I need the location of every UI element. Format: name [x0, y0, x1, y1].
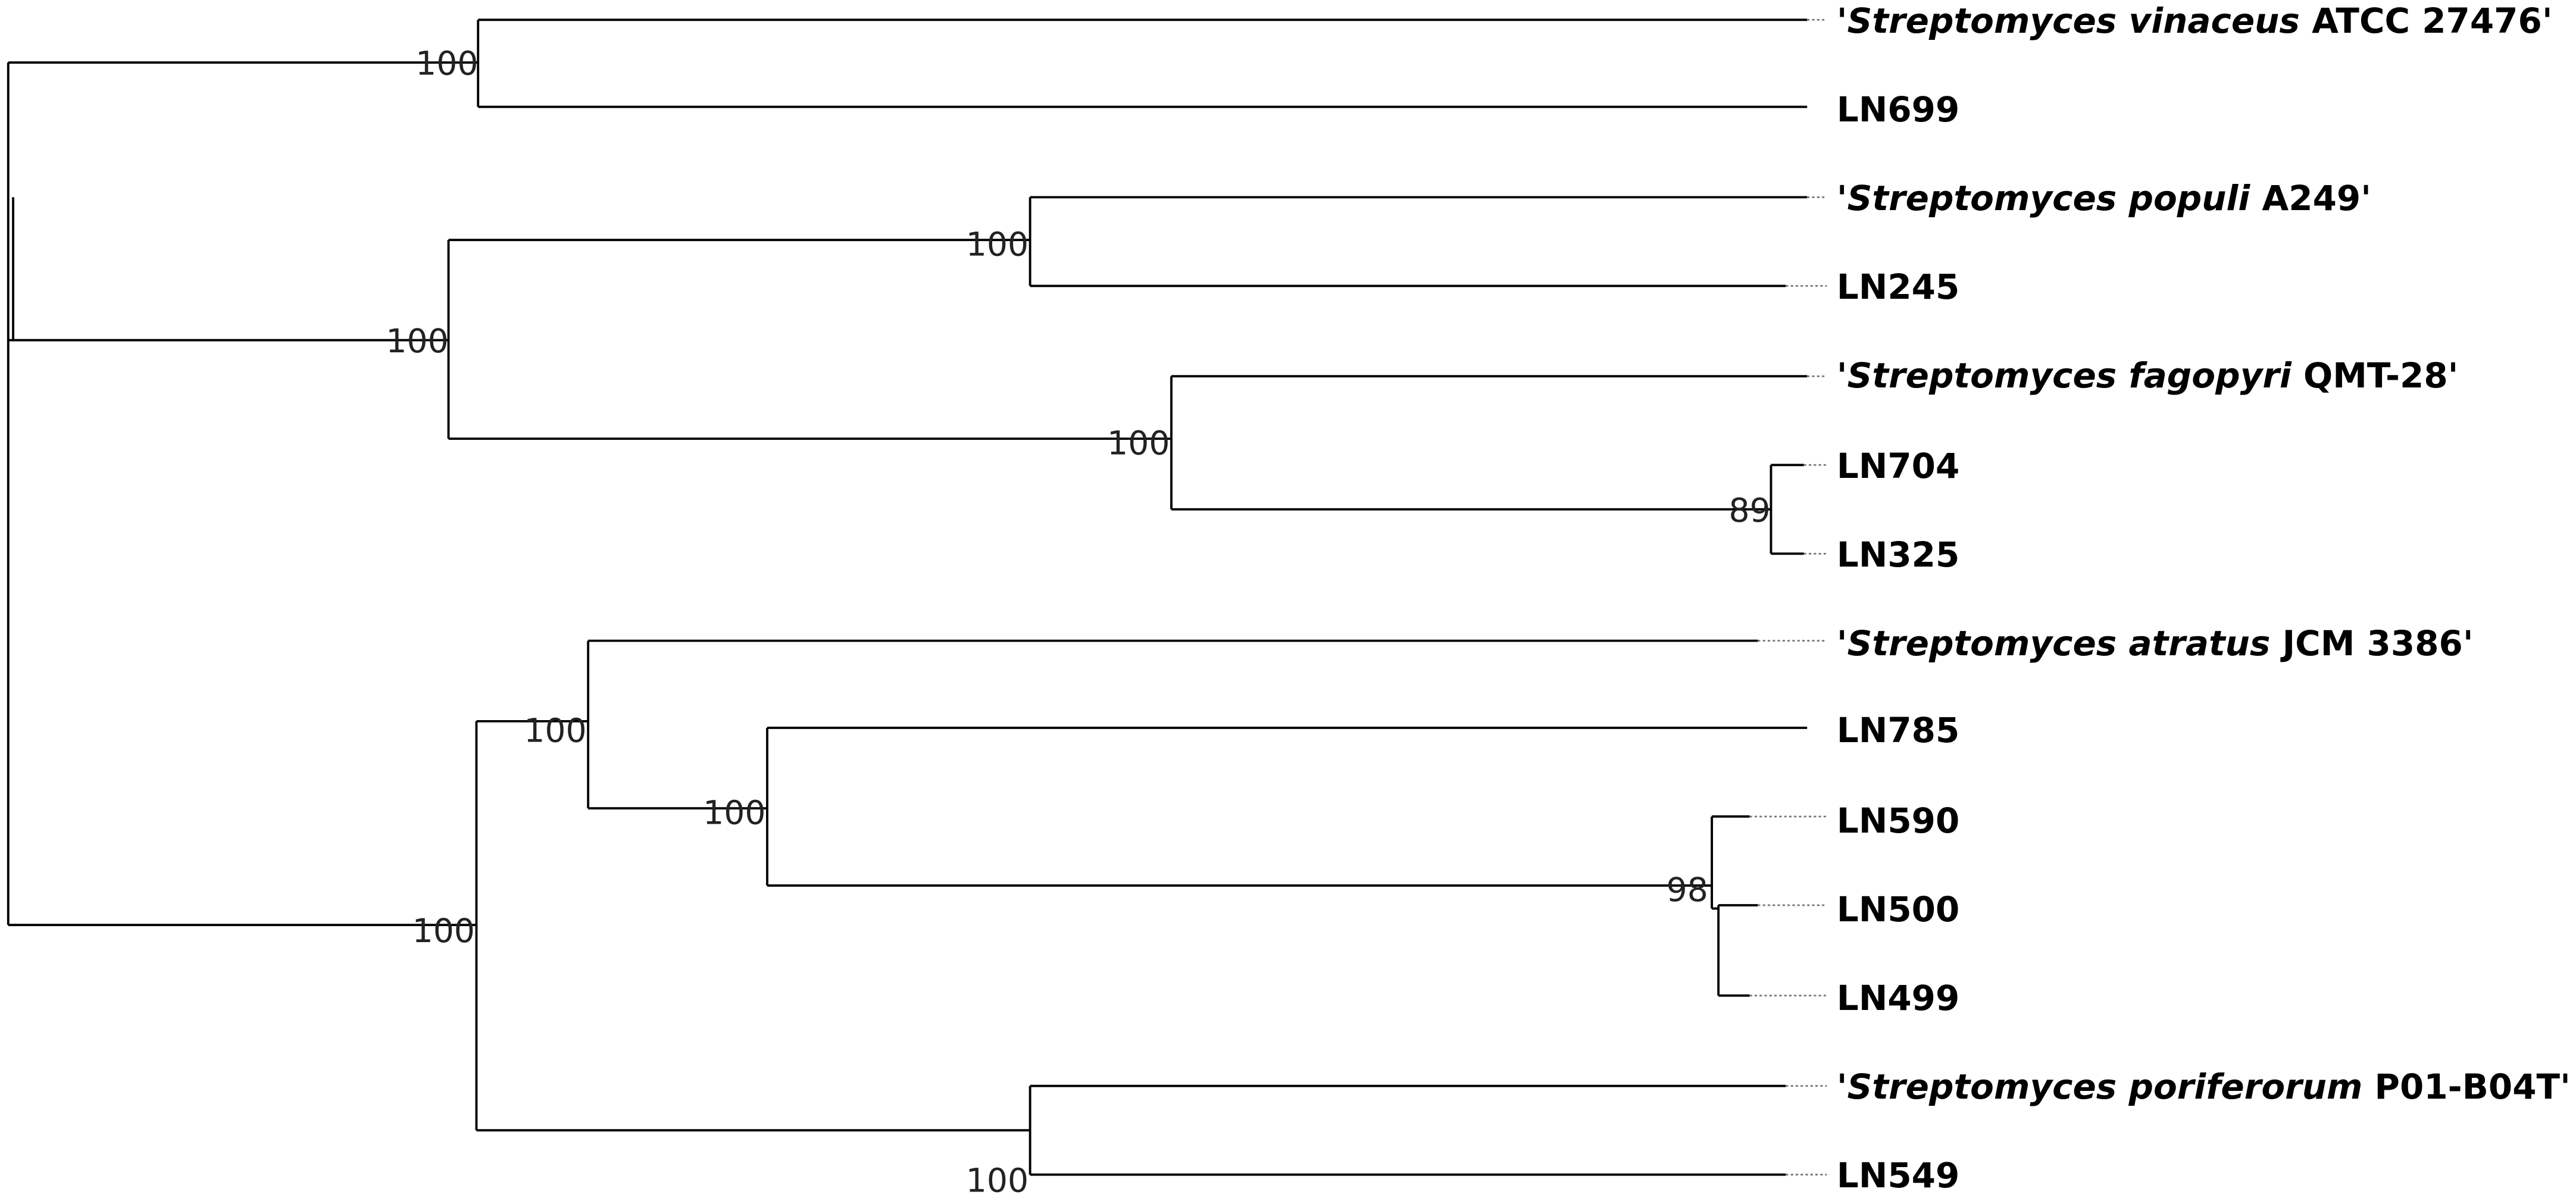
leaf-name: LN499	[1837, 978, 1959, 1018]
strain: JCM 3386'	[2270, 623, 2473, 664]
bootstrap-value: 98	[1667, 871, 1708, 909]
branch	[475, 639, 1808, 1131]
leaf-label: LN499	[1837, 978, 1959, 1018]
leaf-label: LN699	[1837, 89, 1959, 130]
leaf-name: LN549	[1837, 1155, 1959, 1196]
leaf-label: LN590	[1837, 800, 1959, 841]
leaf-name: LN699	[1837, 89, 1959, 130]
leaf-name: LN325	[1837, 534, 1959, 575]
leaf-label: LN500	[1837, 889, 1959, 930]
bootstrap-value: 100	[386, 323, 448, 361]
leaf-name: LN704	[1837, 446, 1959, 486]
species-name: Streptomyces populi	[1847, 178, 2251, 218]
leaf-label: LN245	[1837, 267, 1959, 307]
bootstrap-value: 100	[1107, 424, 1170, 462]
branch	[477, 18, 1808, 108]
branch	[447, 196, 1808, 439]
species-name: Streptomyces atratus	[1847, 623, 2271, 664]
strain: A249'	[2250, 178, 2371, 218]
leaf-label: 'Streptomyces fagopyri QMT-28'	[1837, 355, 2458, 396]
leaf-label: LN549	[1837, 1155, 1959, 1196]
bootstrap-value: 100	[703, 794, 765, 832]
leaf-label: 'Streptomyces vinaceus ATCC 27476'	[1837, 1, 2553, 41]
bootstrap-value: 100	[966, 226, 1028, 264]
leaf-name: LN500	[1837, 889, 1959, 930]
bootstrap-value: 100	[412, 912, 475, 950]
leaf-name: LN590	[1837, 800, 1959, 841]
leaf-label: LN325	[1837, 534, 1959, 575]
bootstrap-value: 89	[1729, 492, 1771, 530]
species-name: Streptomyces poriferorum	[1847, 1066, 2363, 1107]
species-name: Streptomyces fagopyri	[1847, 355, 2292, 396]
quote: '	[1837, 1066, 1847, 1107]
branches	[7, 18, 1827, 1176]
species-name: Streptomyces vinaceus	[1847, 1, 2300, 41]
bootstrap-value: 100	[415, 45, 478, 83]
quote: '	[1837, 1, 1847, 41]
leaf-label: LN704	[1837, 446, 1959, 486]
branch	[7, 61, 479, 927]
bootstrap-value: 100	[524, 712, 586, 750]
quote: '	[1837, 178, 1847, 218]
quote: '	[1837, 623, 1847, 664]
leaf-label: LN785	[1837, 710, 1959, 750]
leaf-label: 'Streptomyces atratus JCM 3386'	[1837, 623, 2474, 664]
branch	[476, 1084, 1786, 1176]
leaf-name: LN245	[1837, 267, 1959, 307]
leaf-label: 'Streptomyces populi A249'	[1837, 178, 2371, 218]
quote: '	[1837, 355, 1847, 396]
leaf-label: 'Streptomyces poriferorum P01-B04T'	[1837, 1066, 2571, 1107]
bootstrap-value: 100	[966, 1162, 1028, 1200]
strain: ATCC 27476'	[2300, 1, 2553, 41]
strain: QMT-28'	[2291, 355, 2459, 396]
strain: P01-B04T'	[2362, 1066, 2570, 1107]
branch	[448, 375, 1808, 555]
leaf-name: LN785	[1837, 710, 1959, 750]
leaf-connector	[1749, 18, 1827, 1176]
